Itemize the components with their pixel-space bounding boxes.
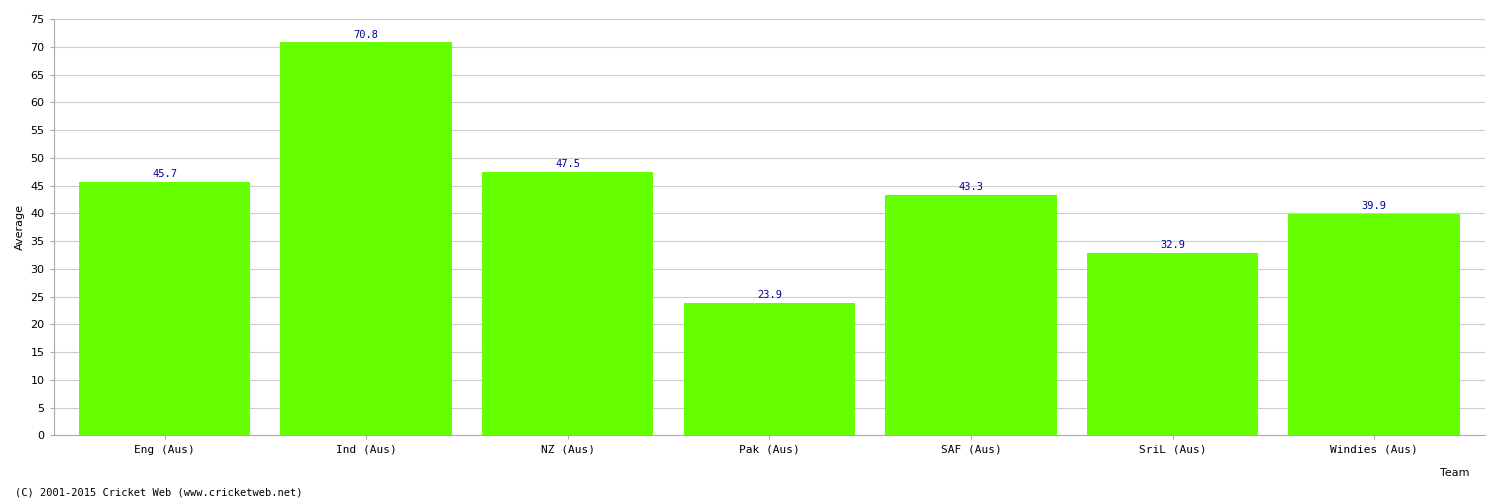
Bar [80, 182, 251, 436]
Text: 23.9: 23.9 [758, 290, 782, 300]
Bar [885, 195, 1056, 436]
Text: Team: Team [1440, 468, 1470, 477]
Text: 32.9: 32.9 [1160, 240, 1185, 250]
Text: 43.3: 43.3 [958, 182, 984, 192]
Bar [1288, 214, 1460, 436]
Text: 47.5: 47.5 [555, 159, 580, 169]
Text: 39.9: 39.9 [1362, 201, 1386, 211]
Bar [1088, 252, 1258, 436]
Y-axis label: Average: Average [15, 204, 26, 250]
Text: 70.8: 70.8 [354, 30, 378, 40]
Bar [684, 302, 855, 436]
Bar [482, 172, 654, 436]
Bar [280, 42, 452, 436]
Text: (C) 2001-2015 Cricket Web (www.cricketweb.net): (C) 2001-2015 Cricket Web (www.cricketwe… [15, 488, 303, 498]
Text: 45.7: 45.7 [152, 169, 177, 179]
